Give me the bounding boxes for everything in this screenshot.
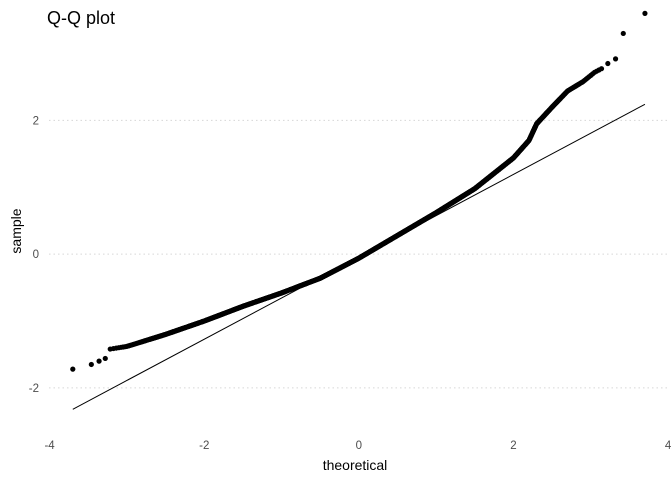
- x-tick-label-0: -4: [44, 440, 55, 452]
- y-axis-label: sample: [8, 208, 24, 253]
- y-tick-labels: -2 0 2: [29, 115, 39, 395]
- sample-point-980: [598, 66, 605, 72]
- x-tick-label-2: 0: [356, 440, 362, 452]
- tail-point-7: [642, 10, 648, 16]
- tail-point-4: [605, 60, 611, 67]
- tail-point-5: [612, 56, 619, 62]
- tail-point-6: [620, 30, 626, 37]
- x-tick-label-3: 2: [510, 440, 516, 452]
- x-tick-label-1: -2: [199, 440, 209, 452]
- x-tick-label-4: 4: [665, 440, 672, 452]
- y-tick-label-0: -2: [29, 383, 39, 395]
- tail-point-0: [70, 366, 76, 372]
- grid-layer: [49, 119, 668, 389]
- tail-point-2: [96, 358, 102, 364]
- x-axis-label: theoretical: [323, 457, 388, 473]
- chart-title: Q-Q plot: [47, 8, 115, 28]
- y-tick-label-2: 2: [33, 115, 39, 127]
- tail-point-3: [102, 355, 108, 362]
- sample-points-layer: [70, 10, 648, 372]
- x-tick-labels: -4 -2 0 2 4: [44, 440, 671, 452]
- tail-point-1: [88, 361, 94, 368]
- y-tick-label-1: 0: [33, 249, 39, 261]
